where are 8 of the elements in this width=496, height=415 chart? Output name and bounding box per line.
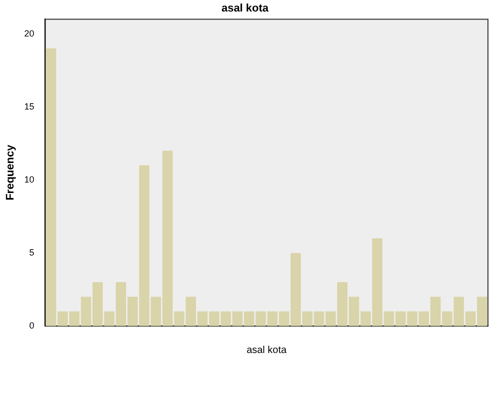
y-axis-title: Frequency <box>4 144 17 200</box>
y-tick-label: 20 <box>24 28 34 38</box>
y-tick-label: 0 <box>29 320 34 330</box>
y-tick-label: 5 <box>29 247 34 258</box>
chart-title: asal kota <box>221 2 270 15</box>
x-axis-title: asal kota <box>246 344 288 356</box>
y-tick-label: 10 <box>24 174 34 184</box>
y-tick-label: 15 <box>24 101 34 112</box>
